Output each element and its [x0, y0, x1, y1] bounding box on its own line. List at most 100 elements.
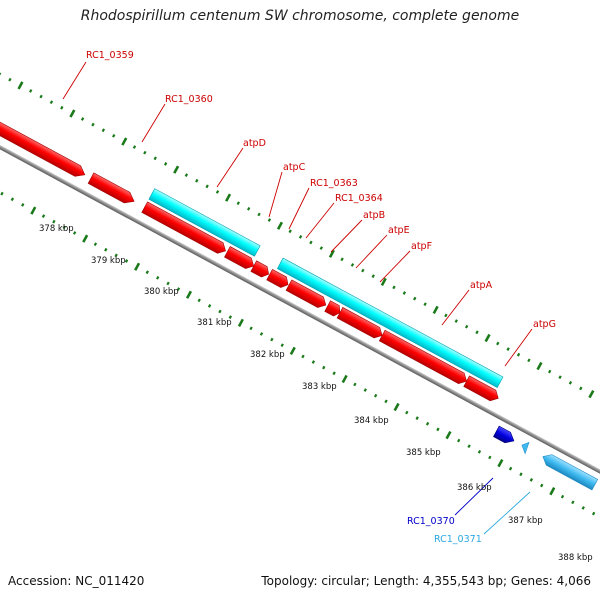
- minor-tick: [228, 315, 233, 319]
- gene-label-atpA[interactable]: atpA: [470, 280, 493, 291]
- accession-label: Accession: NC_011420: [8, 574, 145, 588]
- minor-tick: [246, 206, 251, 211]
- gene-label-RC1_0364[interactable]: RC1_0364: [335, 193, 383, 204]
- minor-tick: [249, 326, 253, 331]
- gene-label-RC1_0363[interactable]: RC1_0363: [310, 178, 358, 189]
- genome-summary: Topology: circular; Length: 4,355,543 bp…: [261, 574, 591, 588]
- scale-label-388: 388 kbp: [558, 553, 593, 563]
- major-tick: [185, 290, 193, 299]
- gene-RC1_0363-feature[interactable]: [250, 260, 272, 280]
- minor-tick: [62, 225, 66, 230]
- gene-atpG-feature[interactable]: [463, 375, 501, 404]
- gene-label-atpF[interactable]: atpF: [411, 241, 432, 252]
- minor-tick: [309, 240, 313, 245]
- minor-tick: [52, 219, 56, 224]
- gene-atpD-rna-feature[interactable]: [148, 188, 261, 257]
- minor-tick: [373, 393, 378, 398]
- gene-RC1_0360-feature[interactable]: [87, 172, 137, 207]
- scale-label-387: 387 kbp: [508, 516, 543, 526]
- gene-features: [0, 110, 599, 491]
- minor-tick: [112, 133, 116, 138]
- minor-tick: [547, 369, 552, 374]
- gene-RC1_0364-feature[interactable]: [266, 268, 291, 290]
- minor-tick: [527, 358, 531, 363]
- scale-label-383: 383 kbp: [302, 382, 337, 392]
- minor-tick: [145, 270, 149, 275]
- scale-label-378: 378 kbp: [39, 224, 74, 234]
- major-tick: [237, 318, 244, 327]
- major-tick: [173, 165, 180, 174]
- major-tick: [225, 193, 232, 202]
- minor-tick: [415, 416, 419, 420]
- minor-tick: [215, 190, 220, 194]
- gene-label-RC1_0359[interactable]: RC1_0359: [86, 50, 134, 61]
- minor-tick: [10, 197, 15, 202]
- minor-tick: [155, 275, 160, 280]
- major-tick: [432, 305, 439, 315]
- minor-tick: [270, 337, 274, 342]
- lower-tick-line: [0, 191, 596, 516]
- minor-tick: [80, 117, 85, 121]
- major-tick: [276, 221, 284, 230]
- minor-tick: [506, 347, 510, 351]
- minor-tick: [529, 478, 534, 482]
- major-tick: [380, 277, 387, 286]
- major-tick: [549, 487, 556, 496]
- minor-tick: [114, 253, 118, 258]
- minor-tick: [319, 246, 324, 250]
- gene-label-atpD[interactable]: atpD: [243, 138, 266, 149]
- gene-atpD-feature[interactable]: [141, 201, 229, 256]
- minor-tick: [591, 511, 596, 516]
- gene-RC1_0359-feature[interactable]: [0, 110, 88, 181]
- minor-tick: [21, 203, 25, 207]
- map-title: Rhodospirillum centenum SW chromosome, c…: [80, 8, 520, 24]
- minor-tick: [361, 268, 365, 273]
- scale-label-384: 384 kbp: [354, 416, 389, 426]
- minor-tick: [519, 472, 523, 477]
- minor-tick: [413, 296, 417, 301]
- minor-tick: [454, 319, 458, 323]
- minor-tick: [558, 375, 562, 380]
- major-tick: [484, 333, 491, 343]
- minor-tick: [560, 494, 565, 499]
- gene-label-RC1_0371[interactable]: RC1_0371: [434, 534, 482, 545]
- major-tick: [30, 206, 37, 215]
- minor-tick: [49, 100, 54, 105]
- minor-tick: [93, 242, 98, 247]
- gene-atpA-feature[interactable]: [378, 329, 469, 386]
- gene-RC1_0370-feature[interactable]: [493, 425, 516, 446]
- gene-label-atpB[interactable]: atpB: [363, 210, 385, 221]
- gene-atpA-rna-feature[interactable]: [276, 257, 504, 388]
- minor-tick: [184, 173, 189, 177]
- minor-tick: [392, 285, 396, 290]
- major-tick: [328, 249, 335, 258]
- minor-tick: [322, 365, 326, 370]
- gene-label-atpC[interactable]: atpC: [283, 162, 306, 173]
- minor-tick: [353, 382, 357, 387]
- gene-label-RC1_0370[interactable]: RC1_0370: [407, 516, 455, 527]
- gene-RC1_0371-feature[interactable]: [540, 451, 599, 491]
- gene-atpC-feature[interactable]: [224, 246, 256, 272]
- minor-tick: [568, 380, 573, 385]
- gene-atpE-feature[interactable]: [324, 300, 343, 318]
- scale-label-382: 382 kbp: [250, 350, 285, 360]
- minor-tick: [267, 218, 272, 222]
- scale-labels: 378 kbp 379 kbp 380 kbp 381 kbp 382 kbp …: [39, 224, 593, 563]
- scale-label-381: 381 kbp: [197, 318, 232, 328]
- gene-atpB-feature[interactable]: [285, 279, 329, 311]
- gene-label-RC1_0360[interactable]: RC1_0360: [165, 94, 213, 105]
- minor-tick: [371, 274, 375, 278]
- minor-tick: [425, 421, 430, 426]
- major-tick: [121, 137, 128, 146]
- minor-tick: [280, 343, 284, 348]
- minor-tick: [477, 449, 482, 454]
- gene-RC1_0371-small-feature[interactable]: [519, 440, 531, 455]
- gene-label-atpG[interactable]: atpG: [533, 319, 556, 330]
- minor-tick: [457, 438, 461, 443]
- minor-tick: [205, 184, 209, 189]
- minor-tick: [496, 341, 500, 346]
- gene-label-atpE[interactable]: atpE: [388, 225, 410, 236]
- gene-atpF-feature[interactable]: [336, 307, 385, 340]
- minor-tick: [91, 122, 95, 127]
